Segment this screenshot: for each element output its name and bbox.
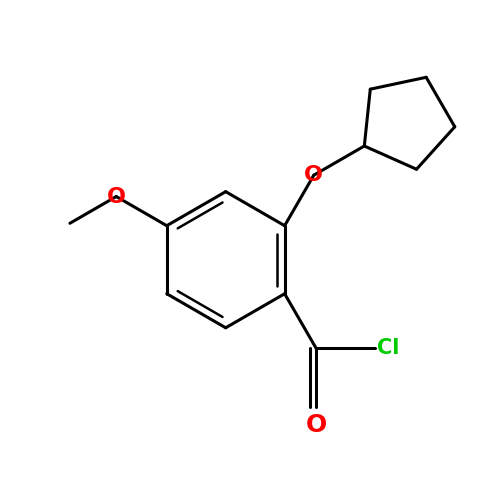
- Text: O: O: [304, 165, 324, 185]
- Text: Cl: Cl: [377, 338, 400, 358]
- Text: O: O: [106, 186, 126, 206]
- Text: O: O: [306, 412, 327, 436]
